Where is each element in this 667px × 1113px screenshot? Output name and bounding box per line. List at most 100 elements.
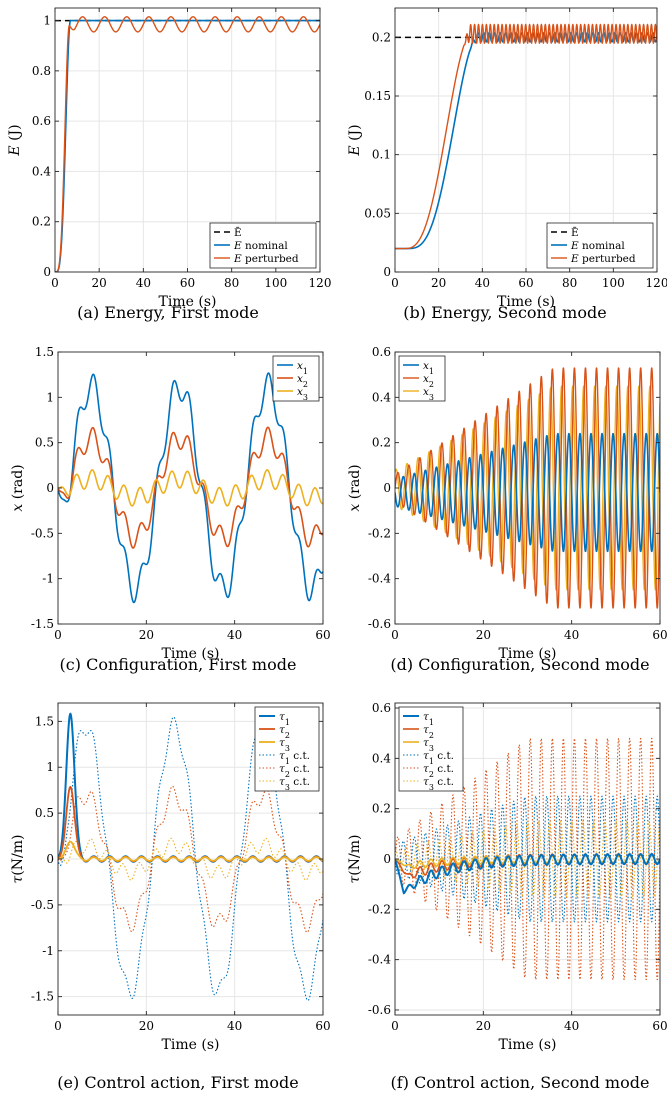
legend-label: τ1 c.t. — [423, 750, 454, 766]
legend-label: τ2 c.t. — [423, 763, 454, 779]
x-axis-title: Time (s) — [499, 1037, 557, 1053]
chart-e: 0 20 40 60 -1.5 -1 -0.5 0 0.5 1 1.5 Time (s) τ(N/m) τ… — [10, 702, 331, 1092]
y-tick-label: 0.5 — [35, 436, 54, 450]
y-tick-label: -0.2 — [368, 526, 391, 540]
y-tick-label: 0.2 — [372, 30, 391, 44]
y-tick-label: 1.5 — [35, 345, 54, 359]
series-line-f-5 — [395, 853, 660, 895]
x-tick-label: 60 — [518, 276, 533, 290]
y-tick-label: -0.4 — [368, 953, 392, 967]
legend-label: τ1 — [423, 711, 434, 727]
legend-label: x1 — [423, 360, 434, 376]
x-tick-label: 0 — [51, 276, 59, 290]
x-axis-title: Time (s) — [162, 1037, 220, 1053]
x-tick-label: 0 — [391, 276, 399, 290]
series-line-e-0 — [58, 716, 323, 1002]
y-tick-label: -0.5 — [31, 898, 54, 912]
legend-label: x1 — [297, 360, 308, 376]
x-tick-label: 60 — [652, 628, 667, 642]
series-line-d-0 — [395, 385, 660, 591]
legend-label: E nominal — [570, 240, 625, 252]
x-tick-label: 100 — [264, 276, 287, 290]
series-line-a-2 — [55, 16, 320, 272]
subfigure-caption: (e) Control action, First mode — [57, 1073, 298, 1092]
y-tick-label: 0.2 — [32, 215, 51, 229]
y-tick-label: 0.1 — [372, 148, 391, 162]
y-tick-label: 0 — [46, 481, 54, 495]
y-tick-label: 0 — [46, 852, 54, 866]
legend-label: E perturbed — [233, 253, 299, 265]
y-axis-title: E (J) — [347, 124, 363, 156]
y-tick-label: 0.4 — [372, 751, 391, 765]
x-tick-label: 60 — [315, 1019, 330, 1033]
x-tick-label: 40 — [227, 628, 242, 642]
y-tick-label: 0.6 — [372, 701, 391, 715]
legend-label: τ2 — [423, 724, 434, 740]
y-axis-title: τ(N/m) — [347, 835, 363, 884]
legend-label: x3 — [297, 386, 308, 402]
x-axis-title: Time (s) — [159, 294, 217, 310]
legend-label: E perturbed — [570, 253, 636, 265]
chart-d: 0 20 40 60 -0.6 -0.4 -0.2 0 0.2 0.4 0.6 Time (s) x (… — [347, 345, 667, 674]
x-tick-label: 80 — [562, 276, 577, 290]
y-tick-label: -1 — [42, 572, 54, 586]
y-tick-label: 0 — [383, 852, 391, 866]
y-axis-title: x (rad) — [10, 464, 26, 511]
y-tick-label: 0.4 — [372, 390, 391, 404]
y-tick-label: -0.2 — [368, 902, 391, 916]
y-tick-label: 0.15 — [364, 89, 391, 103]
x-tick-label: 0 — [391, 628, 399, 642]
subfigure-caption: (b) Energy, Second mode — [403, 303, 606, 322]
y-tick-label: 0.8 — [32, 64, 51, 78]
legend-label: E nominal — [233, 240, 288, 252]
subfigure-caption: (a) Energy, First mode — [77, 303, 259, 322]
legend-label: x2 — [297, 373, 308, 389]
y-tick-label: 1 — [46, 390, 54, 404]
y-axis-title: τ(N/m) — [10, 835, 26, 884]
y-tick-label: -0.6 — [368, 1003, 391, 1017]
x-tick-label: 40 — [564, 1019, 579, 1033]
series-line-c-1 — [58, 426, 323, 549]
x-tick-label: 120 — [309, 276, 332, 290]
legend-label: τ3 — [279, 737, 290, 753]
y-tick-label: -0.4 — [368, 572, 392, 586]
y-tick-label: 1.5 — [35, 714, 54, 728]
y-tick-label: 0.4 — [32, 164, 51, 178]
legend-label: τ3 — [423, 737, 434, 753]
x-tick-label: 20 — [431, 276, 446, 290]
chart-f: 0 20 40 60 -0.6 -0.4 -0.2 0 0.2 0.4 0.6 Time (s) τ(N… — [347, 701, 667, 1092]
legend-label: τ3 c.t. — [423, 776, 454, 792]
x-tick-label: 80 — [224, 276, 239, 290]
x-tick-label: 20 — [92, 276, 107, 290]
x-axis-title: Time (s) — [497, 294, 555, 310]
series-line-c-2 — [58, 469, 323, 507]
x-tick-label: 0 — [391, 1019, 399, 1033]
y-tick-label: 0.2 — [372, 436, 391, 450]
legend-label: τ1 — [279, 711, 290, 727]
x-tick-label: 60 — [180, 276, 195, 290]
series-line-e-2 — [58, 837, 323, 881]
y-tick-label: 0.6 — [32, 114, 51, 128]
y-tick-label: -0.5 — [31, 526, 54, 540]
x-tick-label: 100 — [602, 276, 625, 290]
y-tick-label: -0.6 — [368, 617, 391, 631]
chart-c: 0 20 40 60 -1.5 -1 -0.5 0 0.5 1 1.5 Time (s) x (rad)… — [10, 345, 331, 674]
x-tick-label: 0 — [54, 1019, 62, 1033]
y-tick-label: 0.05 — [364, 206, 391, 220]
x-tick-label: 20 — [476, 628, 491, 642]
series-line-b-2 — [395, 23, 657, 250]
series-line-f-2 — [395, 820, 660, 898]
x-tick-label: 0 — [54, 628, 62, 642]
legend-label: τ2 — [279, 724, 290, 740]
y-tick-label: -1.5 — [31, 617, 54, 631]
y-tick-label: 0.5 — [35, 806, 54, 820]
series-line-d-2 — [395, 432, 660, 553]
y-axis-title: x (rad) — [347, 464, 363, 511]
x-tick-label: 40 — [475, 276, 490, 290]
